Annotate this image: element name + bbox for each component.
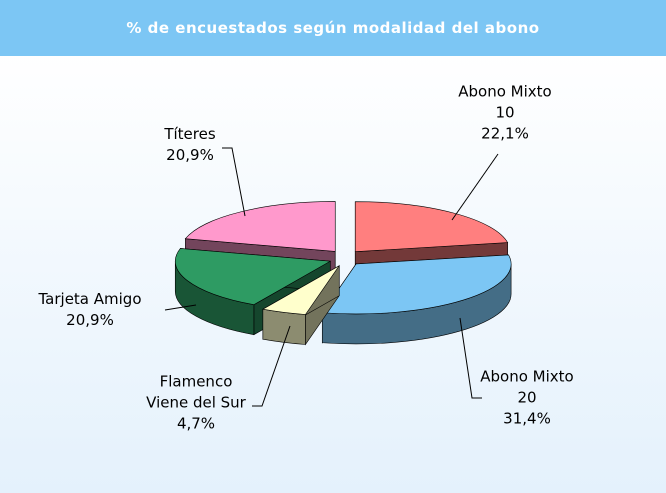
data-label: Flamenco Viene del Sur 4,7% [146,372,246,435]
label-value: 20,9% [66,311,114,329]
label-category: Títeres [164,125,216,143]
label-category: Abono Mixto 10 [458,82,552,122]
pie-slice [184,201,336,252]
label-value: 4,7% [176,414,216,433]
pie-slice [174,248,332,306]
data-label: Abono Mixto 10 22,1% [458,82,551,145]
data-label: Abono Mixto 20 31,4% [480,367,573,430]
data-label: Títeres 20,9% [164,124,215,166]
label-category: Flamenco Viene del Sur [146,372,246,412]
label-category: Tarjeta Amigo [38,290,142,308]
label-category: Abono Mixto 20 [480,367,574,407]
chart-title: % de encuestados según modalidad del abo… [0,0,666,56]
pie-slice [262,265,340,315]
pie-slice [354,201,509,252]
pie-slice [321,254,512,315]
label-value: 20,9% [166,146,214,164]
leader-line [252,325,291,407]
label-value: 31,4% [503,409,551,428]
leader-line [222,147,246,217]
slice-wall [262,308,306,345]
leader-line [451,153,499,221]
label-value: 22,1% [481,124,529,143]
leader-line [164,304,197,311]
data-label: Tarjeta Amigo 20,9% [38,289,141,331]
leader-line [459,317,482,399]
